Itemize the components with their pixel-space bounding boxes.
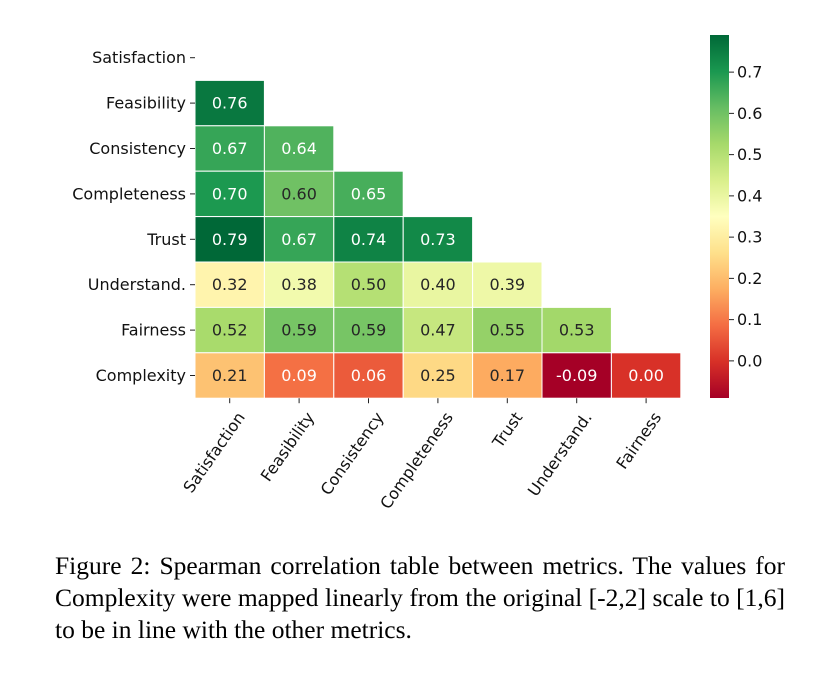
- heatmap-cell: [263, 216, 335, 263]
- x-tick-label: Satisfaction: [179, 408, 248, 496]
- heatmap-cell: [402, 306, 474, 354]
- cell-value-label: 0.21: [212, 366, 248, 385]
- cell-value-label: 0.76: [212, 94, 248, 113]
- colorbar-gradient: [710, 35, 729, 398]
- heatmap-cell: [194, 352, 265, 399]
- cell-value-label: 0.17: [489, 366, 525, 385]
- heatmap-cells: 0.76 0.67 0.64 0.70 0.60 0.65 0.79 0.67 0.74 0.73…: [194, 79, 682, 399]
- colorbar-tick-label: 0.5: [737, 145, 762, 164]
- cell-value-label: -0.09: [556, 366, 597, 385]
- cell-value-label: 0.25: [420, 366, 456, 385]
- cell-value-label: 0.67: [212, 139, 248, 158]
- heatmap-cell: [472, 306, 543, 354]
- cell-value-label: 0.59: [351, 321, 387, 340]
- heatmap-cell: [263, 306, 335, 354]
- y-tick-label: Satisfaction: [92, 48, 186, 67]
- colorbar-tick-label: 0.0: [737, 351, 762, 370]
- colorbar-tick-label: 0.3: [737, 228, 762, 247]
- colorbar-tick-label: 0.2: [737, 269, 762, 288]
- colorbar-tick-label: 0.1: [737, 310, 762, 329]
- colorbar-tick-label: 0.6: [737, 104, 762, 123]
- cell-value-label: 0.50: [351, 275, 387, 294]
- cell-value-label: 0.38: [281, 275, 317, 294]
- y-tick-label: Trust: [146, 230, 186, 249]
- y-tick-label: Consistency: [89, 139, 186, 158]
- heatmap-cell: [541, 306, 612, 354]
- cell-value-label: 0.00: [628, 366, 664, 385]
- heatmap-cell: [263, 125, 335, 172]
- colorbar: 0.0 0.1 0.2 0.3 0.4 0.5 0.6 0.7: [710, 35, 762, 398]
- heatmap-cell: [194, 125, 265, 172]
- cell-value-label: 0.73: [420, 230, 456, 249]
- cell-value-label: 0.65: [351, 184, 387, 203]
- y-tick-label: Understand.: [88, 275, 186, 294]
- y-axis-tick-labels: Satisfaction Feasibility Consistency Comple…: [72, 48, 195, 385]
- x-tick-label: Understand.: [524, 408, 596, 499]
- x-axis-tick-labels: Satisfaction FeasibilityConsistencyComple…: [179, 398, 665, 513]
- cell-value-label: 0.32: [212, 275, 248, 294]
- x-tick-label: Fairness: [612, 408, 665, 472]
- heatmap-cell: [402, 261, 474, 308]
- colorbar-tick-label: 0.7: [737, 63, 762, 82]
- x-tick-label: Completeness: [376, 408, 457, 512]
- heatmap-cell: [263, 261, 335, 308]
- heatmap-cell: [333, 170, 404, 218]
- y-tick-label: Completeness: [72, 184, 186, 203]
- cell-value-label: 0.60: [281, 184, 317, 203]
- y-tick-label: Feasibility: [106, 94, 186, 113]
- x-tick-label: Consistency: [317, 408, 388, 498]
- heatmap-chart: 0.76 0.67 0.64 0.70 0.60 0.65 0.79 0.67 0.74 0.73…: [72, 35, 762, 513]
- figure-caption: Figure 2: Spearman correlation table bet…: [55, 551, 785, 644]
- cell-value-label: 0.79: [212, 230, 248, 249]
- heatmap-cell: [263, 352, 335, 399]
- heatmap-cell: [194, 79, 265, 127]
- heatmap-cell: [402, 216, 474, 263]
- x-tick-label: Feasibility: [257, 408, 318, 484]
- cell-value-label: 0.64: [281, 139, 317, 158]
- cell-value-label: 0.53: [559, 321, 595, 340]
- heatmap-cell: [610, 352, 682, 399]
- colorbar-tick-label: 0.4: [737, 186, 762, 205]
- heatmap-cell: [333, 306, 404, 354]
- cell-value-label: 0.39: [489, 275, 525, 294]
- cell-value-label: 0.40: [420, 275, 456, 294]
- x-tick-label: Trust: [488, 408, 526, 451]
- cell-value-label: 0.70: [212, 184, 248, 203]
- cell-value-label: 0.52: [212, 321, 248, 340]
- cell-value-label: 0.74: [351, 230, 387, 249]
- cell-value-label: 0.55: [489, 321, 525, 340]
- heatmap-cell: [541, 352, 612, 399]
- y-tick-label: Complexity: [96, 366, 186, 385]
- cell-value-label: 0.59: [281, 321, 317, 340]
- cell-value-label: 0.06: [351, 366, 387, 385]
- cell-value-label: 0.47: [420, 321, 456, 340]
- cell-value-label: 0.09: [281, 366, 317, 385]
- y-tick-label: Fairness: [121, 321, 186, 340]
- cell-value-label: 0.67: [281, 230, 317, 249]
- heatmap-cell: [402, 352, 474, 399]
